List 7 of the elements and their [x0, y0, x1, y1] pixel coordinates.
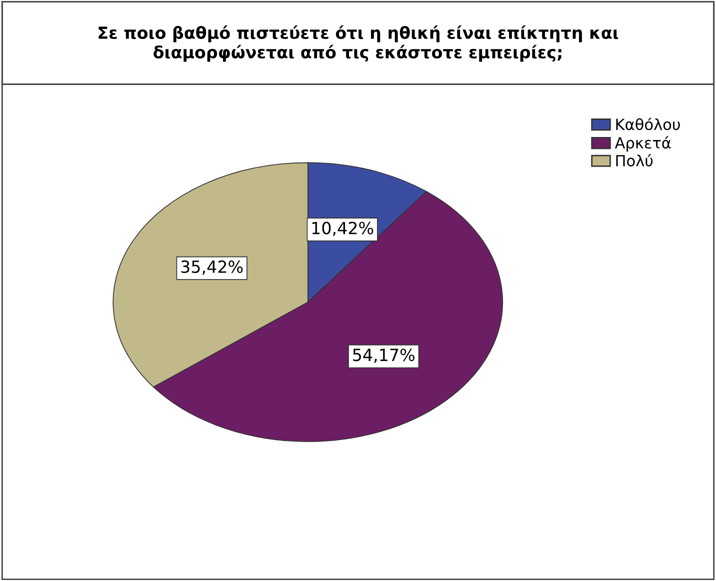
data-label: 54,17%: [353, 348, 414, 363]
data-label: 10,42%: [312, 222, 374, 236]
legend-label: Καθόλου: [616, 118, 680, 130]
data-label: 35,42%: [181, 260, 243, 275]
legend-label: Πολύ: [616, 154, 653, 166]
legend-label: Αρκετά: [614, 136, 671, 152]
chart-title: Σε ποιο βαθμό πιστεύετε ότι η ηθική είναι επίκτητη και διαμορφώνεται από τις εκάστοτε εμπειρίες;: [98, 25, 618, 62]
